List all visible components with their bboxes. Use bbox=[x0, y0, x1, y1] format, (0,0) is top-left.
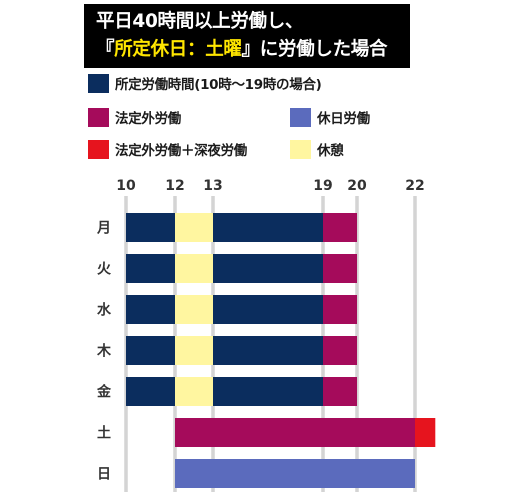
bar-s2-0 bbox=[323, 213, 357, 242]
x-tick-label-19: 19 bbox=[313, 178, 332, 194]
chart-title-line1: 平日40時間以上労働し、 bbox=[96, 11, 304, 32]
legend-item-scheduled-work: 所定労働時間(10時〜19時の場合) bbox=[88, 72, 322, 94]
legend-label-overtime: 法定外労働 bbox=[115, 111, 181, 127]
bar-s3-0 bbox=[415, 418, 436, 447]
bar-s0-3 bbox=[213, 254, 323, 283]
day-label-5: 土 bbox=[97, 425, 111, 442]
chart-title-line2: 『所定休日：土曜』に労働した場合 bbox=[96, 36, 398, 64]
legend-swatch-overtime-night bbox=[88, 139, 109, 159]
x-tick-label-22: 22 bbox=[405, 178, 424, 194]
legend-item-break: 休憩 bbox=[290, 138, 344, 160]
x-tick-label-10: 10 bbox=[116, 178, 136, 194]
legend-item-overtime-night: 法定外労働＋深夜労働 bbox=[88, 138, 247, 160]
bar-s2-5 bbox=[175, 418, 415, 447]
legend-label-overtime-night: 法定外労働＋深夜労働 bbox=[115, 143, 247, 159]
bar-s1-1 bbox=[175, 254, 213, 283]
bar-s0-9 bbox=[213, 377, 323, 406]
x-tick-label-12: 12 bbox=[165, 178, 184, 194]
legend-swatch-break bbox=[290, 139, 311, 159]
bar-s0-0 bbox=[126, 213, 175, 242]
bar-s1-2 bbox=[175, 295, 213, 324]
bar-s2-2 bbox=[323, 295, 357, 324]
title-suffix: 』に労働した場合 bbox=[241, 39, 388, 60]
bar-s2-1 bbox=[323, 254, 357, 283]
bar-s0-2 bbox=[126, 254, 175, 283]
bar-s2-4 bbox=[323, 377, 357, 406]
chart-title-box: 平日40時間以上労働し、 『所定休日：土曜』に労働した場合 bbox=[84, 4, 410, 68]
legend-label-scheduled-work: 所定労働時間(10時〜19時の場合) bbox=[115, 77, 322, 93]
x-tick-label-13: 13 bbox=[203, 178, 222, 194]
bar-s1-4 bbox=[175, 377, 213, 406]
bar-s1-3 bbox=[175, 336, 213, 365]
title-bracket-open: 『 bbox=[96, 39, 115, 60]
bar-s0-1 bbox=[213, 213, 323, 242]
day-label-4: 金 bbox=[96, 384, 112, 401]
legend-label-holiday-work: 休日労働 bbox=[317, 111, 370, 127]
legend-swatch-holiday-work bbox=[290, 107, 311, 127]
day-label-1: 火 bbox=[97, 262, 112, 278]
day-label-3: 木 bbox=[96, 343, 112, 360]
day-label-0: 月 bbox=[96, 221, 111, 237]
bar-s4-0 bbox=[175, 459, 415, 488]
legend-label-break: 休憩 bbox=[317, 143, 344, 159]
legend-swatch-overtime bbox=[88, 107, 109, 127]
legend-item-holiday-work: 休日労働 bbox=[290, 106, 370, 128]
bar-s0-5 bbox=[213, 295, 323, 324]
bar-s0-4 bbox=[126, 295, 175, 324]
bar-s0-8 bbox=[126, 377, 175, 406]
bar-s1-0 bbox=[175, 213, 213, 242]
bar-s0-6 bbox=[126, 336, 175, 365]
legend-item-overtime: 法定外労働 bbox=[88, 106, 181, 128]
legend-swatch-scheduled-work bbox=[88, 73, 109, 93]
day-label-6: 日 bbox=[97, 467, 111, 483]
bar-s2-3 bbox=[323, 336, 357, 365]
day-label-2: 水 bbox=[97, 302, 112, 319]
x-tick-label-20: 20 bbox=[347, 178, 367, 194]
bar-s0-7 bbox=[213, 336, 323, 365]
title-highlight: 所定休日：土曜 bbox=[114, 39, 242, 60]
